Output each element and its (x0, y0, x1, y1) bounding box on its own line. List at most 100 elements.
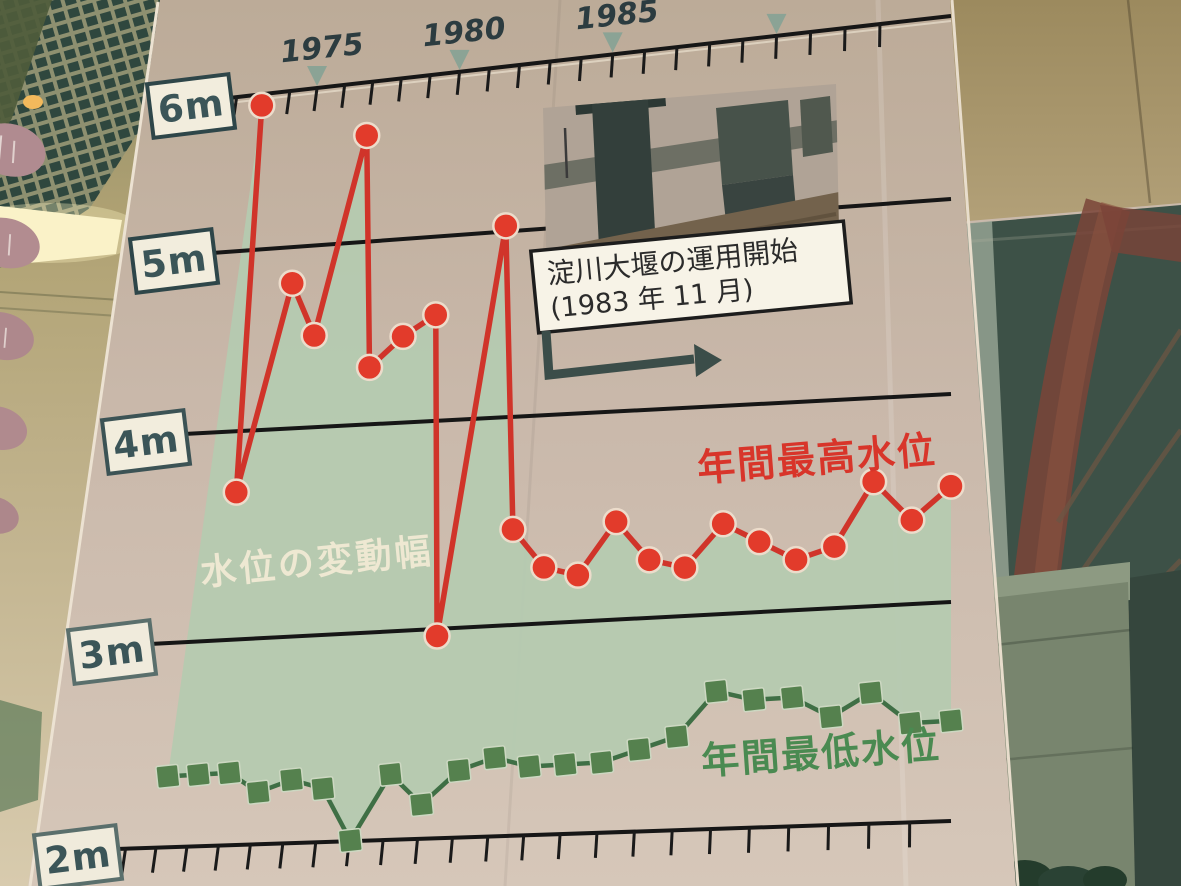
max-point-marker (671, 553, 699, 582)
min-point (779, 684, 805, 711)
shelf-line (0, 307, 119, 317)
baseline-tick (278, 843, 285, 869)
min-point (310, 775, 336, 802)
max-point-marker (300, 321, 328, 350)
panel-seam (875, 0, 909, 886)
timeline-tick (641, 50, 647, 74)
timeline-tick (515, 64, 522, 89)
max-point-marker (355, 353, 384, 382)
baseline-tick (448, 837, 454, 863)
max-point-marker (745, 527, 774, 556)
right-wall (950, 0, 1181, 222)
timeline-tick (546, 61, 552, 85)
annotation-frame (528, 219, 854, 335)
max-point-marker (635, 546, 664, 574)
timeline-tick (774, 35, 779, 59)
min-point (377, 761, 404, 787)
display-panel: 6m 5m 4m 3m 2m 1975 1980 1985 (28, 0, 1020, 886)
scale-label: 2m (43, 832, 114, 883)
max-point-marker (898, 506, 926, 534)
min-point (337, 827, 363, 854)
water-level-chart (90, 13, 965, 875)
max-point-marker (530, 553, 558, 582)
timeline-tick (740, 39, 745, 63)
min-point (588, 749, 615, 776)
scale-label: 5m (139, 236, 210, 287)
timeline-tick (426, 74, 432, 99)
photo-lamp-pole (563, 127, 569, 179)
pier-seam (994, 628, 1131, 647)
scale-label-box-6m: 6m (144, 71, 238, 141)
background-green-patch (0, 700, 42, 812)
max-point-marker (389, 322, 417, 351)
bridge-pier (992, 582, 1135, 886)
scale-label-box-2m: 2m (31, 822, 125, 886)
timeline-tick (609, 54, 615, 78)
min-point-marker (446, 757, 472, 784)
timeline-tick (312, 87, 319, 112)
exhibit-tag (0, 311, 34, 361)
photo-gate-structure (716, 100, 793, 185)
min-point-marker (310, 775, 336, 802)
min-point-marker (155, 763, 181, 789)
baseline-tick (786, 826, 791, 852)
max-point-marker (859, 468, 888, 496)
exhibit-tag (0, 123, 46, 177)
min-point-marker (703, 678, 729, 704)
timeline-tick (340, 84, 347, 109)
min-point (858, 680, 884, 706)
min-point-marker (779, 684, 805, 711)
min-point-marker (626, 736, 652, 763)
min-point-marker (588, 749, 615, 776)
min-point (216, 760, 242, 786)
panel-right-edge (950, 0, 1020, 886)
arrow-head-icon (694, 344, 722, 377)
baseline-tick (707, 828, 713, 855)
min-point (446, 757, 472, 784)
baseline-tick (484, 836, 490, 862)
bridge-girder-top (1100, 205, 1181, 262)
year-marker-triangle-1975 (307, 66, 328, 87)
baseline-tick (593, 832, 599, 858)
gridline-4m (183, 392, 952, 436)
min-point-marker (377, 761, 404, 787)
max-point-marker (602, 507, 630, 536)
baseline-tick (379, 839, 385, 866)
timeline-tick (285, 90, 292, 115)
min-point-marker (245, 779, 271, 805)
min-point-marker (938, 708, 964, 734)
exhibit-tag (0, 496, 19, 534)
panel-left-edge (28, 1, 160, 886)
baseline-tick (150, 847, 158, 873)
gridline-2m (115, 819, 952, 851)
wall-seam (1126, 0, 1152, 204)
min-point-marker (858, 680, 884, 706)
min-point-marker (482, 745, 508, 771)
min-point (897, 710, 924, 736)
annotation-box: 淀川大堰の運用開始 (1983 年 11 月) (528, 219, 854, 335)
min-point (741, 687, 767, 713)
min-point-marker (897, 710, 924, 736)
timeline-tick (577, 57, 583, 82)
timeline-tick (397, 78, 403, 102)
max-point-marker (782, 545, 810, 574)
min-point (278, 767, 305, 793)
shelf-line (0, 291, 121, 301)
photo-gate-tower (592, 99, 656, 268)
max-point-marker (937, 472, 965, 500)
min-point (938, 708, 964, 734)
baseline-tick (245, 844, 252, 870)
min-point-marker (741, 687, 767, 713)
min-point-marker (408, 791, 435, 818)
min-point (664, 723, 690, 750)
year-marker-triangle-1990 (766, 13, 787, 34)
min-point (703, 678, 729, 704)
timeline-tick (485, 68, 491, 92)
baseline-tick (413, 838, 419, 865)
min-point-marker (278, 767, 305, 793)
min-point (482, 745, 508, 771)
max-point-marker (222, 478, 251, 506)
baseline-tick (826, 825, 831, 851)
